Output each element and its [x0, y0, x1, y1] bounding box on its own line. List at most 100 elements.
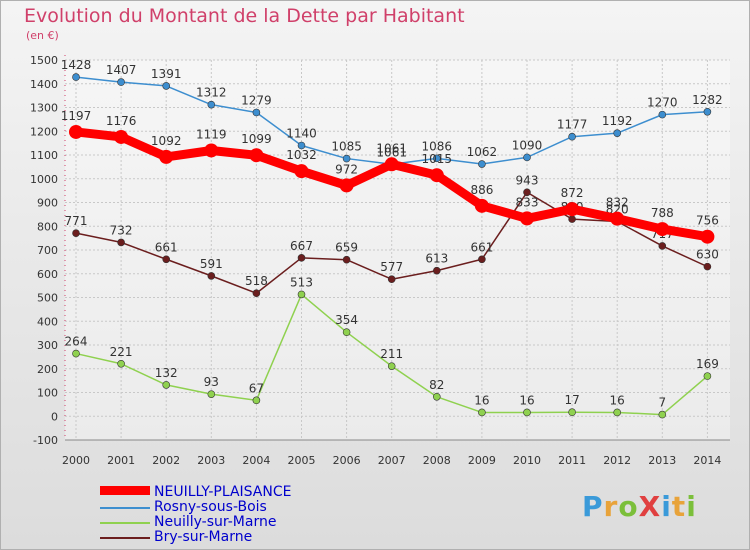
y-tick-label: 1400: [30, 78, 58, 91]
y-tick-label: 100: [37, 387, 58, 400]
data-point-rosny-sous-bois: [658, 110, 667, 119]
data-label-neuilly-sur-marne: 211: [380, 347, 403, 361]
data-label-neuilly-plaisance: 1176: [106, 114, 137, 128]
data-point-neuilly-plaisance: [429, 168, 444, 183]
x-tick-label: 2001: [107, 454, 135, 467]
legend-swatch-rosny-sous-bois: [100, 507, 150, 509]
data-point-rosny-sous-bois: [568, 132, 576, 141]
data-point-neuilly-sur-marne: [252, 396, 261, 405]
data-label-neuilly-sur-marne: 221: [110, 345, 133, 359]
data-point-rosny-sous-bois: [117, 78, 125, 86]
data-point-rosny-sous-bois: [703, 107, 712, 116]
data-label-bry-sur-marne: 732: [110, 223, 133, 237]
data-label-bry-sur-marne: 661: [155, 240, 178, 254]
data-point-bry-sur-marne: [207, 272, 216, 280]
data-label-neuilly-sur-marne: 82: [429, 378, 444, 392]
data-label-bry-sur-marne: 577: [380, 260, 403, 274]
y-tick-label: 1300: [30, 102, 58, 115]
data-label-bry-sur-marne: 659: [335, 241, 358, 255]
data-label-neuilly-sur-marne: 16: [474, 393, 489, 407]
y-tick-label: 800: [37, 220, 58, 233]
legend-swatch-neuilly-sur-marne: [100, 522, 150, 524]
data-label-rosny-sous-bois: 1407: [106, 63, 137, 77]
data-point-neuilly-plaisance: [249, 148, 264, 163]
data-point-bry-sur-marne: [252, 289, 261, 298]
data-point-bry-sur-marne: [523, 188, 531, 197]
data-label-neuilly-plaisance: 1032: [286, 148, 317, 162]
data-point-rosny-sous-bois: [252, 108, 261, 117]
data-point-rosny-sous-bois: [342, 154, 351, 163]
data-point-neuilly-plaisance: [69, 124, 83, 139]
data-label-neuilly-plaisance: 788: [651, 206, 674, 220]
y-tick-label: 400: [37, 315, 58, 328]
data-label-neuilly-plaisance: 872: [561, 186, 584, 200]
data-label-neuilly-sur-marne: 93: [204, 375, 219, 389]
legend-label-neuilly-plaisance: NEUILLY-PLAISANCE: [154, 484, 292, 500]
data-point-bry-sur-marne: [162, 255, 170, 264]
x-tick-label: 2012: [603, 454, 631, 467]
data-point-rosny-sous-bois: [297, 141, 306, 150]
data-label-rosny-sous-bois: 1428: [61, 58, 92, 72]
data-label-neuilly-sur-marne: 16: [519, 393, 534, 407]
legend-label-neuilly-sur-marne: Neuilly-sur-Marne: [154, 514, 277, 530]
data-point-neuilly-plaisance: [204, 143, 219, 158]
y-tick-label: 1200: [30, 125, 58, 138]
data-point-neuilly-sur-marne: [523, 408, 531, 417]
data-label-rosny-sous-bois: 1270: [647, 96, 678, 110]
data-point-neuilly-plaisance: [384, 157, 399, 172]
data-label-neuilly-sur-marne: 354: [335, 313, 358, 327]
data-label-neuilly-plaisance: 832: [606, 196, 629, 210]
data-label-neuilly-plaisance: 1197: [61, 109, 92, 123]
data-label-neuilly-plaisance: 886: [470, 183, 493, 197]
data-point-rosny-sous-bois: [72, 73, 80, 81]
data-label-bry-sur-marne: 943: [516, 173, 539, 187]
data-label-neuilly-sur-marne: 17: [564, 393, 579, 407]
data-label-rosny-sous-bois: 1282: [692, 93, 723, 107]
data-point-neuilly-plaisance: [520, 211, 534, 226]
x-tick-label: 2007: [378, 454, 406, 467]
y-tick-label: 300: [37, 339, 58, 352]
legend-swatch-neuilly-plaisance: [100, 486, 150, 495]
data-label-neuilly-plaisance: 1061: [376, 141, 407, 155]
data-label-rosny-sous-bois: 1312: [196, 86, 227, 100]
data-label-rosny-sous-bois: 1062: [467, 145, 498, 159]
data-point-neuilly-sur-marne: [72, 349, 80, 358]
data-label-neuilly-sur-marne: 16: [610, 393, 625, 407]
legend-label-rosny-sous-bois: Rosny-sous-Bois: [154, 499, 267, 515]
data-point-bry-sur-marne: [432, 266, 441, 275]
data-point-bry-sur-marne: [297, 254, 306, 262]
data-label-neuilly-sur-marne: 169: [696, 357, 719, 371]
data-point-neuilly-sur-marne: [478, 408, 486, 417]
data-point-bry-sur-marne: [658, 242, 667, 250]
data-label-rosny-sous-bois: 1177: [557, 118, 588, 132]
data-label-neuilly-plaisance: 1119: [196, 127, 227, 141]
data-label-neuilly-sur-marne: 513: [290, 275, 313, 289]
data-label-bry-sur-marne: 591: [200, 257, 223, 271]
data-point-neuilly-sur-marne: [703, 372, 712, 380]
x-tick-label: 2013: [648, 454, 676, 467]
x-tick-label: 2008: [423, 454, 451, 467]
data-point-neuilly-plaisance: [474, 198, 489, 213]
y-tick-label: 0: [51, 410, 58, 423]
data-point-neuilly-plaisance: [114, 129, 129, 144]
x-tick-label: 2002: [152, 454, 180, 467]
data-label-neuilly-sur-marne: 7: [658, 396, 666, 410]
data-label-neuilly-plaisance: 833: [516, 195, 539, 209]
data-point-neuilly-plaisance: [159, 149, 174, 164]
data-point-rosny-sous-bois: [162, 82, 170, 90]
x-tick-label: 2006: [333, 454, 361, 467]
data-point-neuilly-plaisance: [294, 164, 309, 179]
data-point-rosny-sous-bois: [613, 129, 622, 137]
chart-title: Evolution du Montant de la Dette par Hab…: [24, 5, 465, 27]
data-point-neuilly-plaisance: [610, 211, 625, 226]
data-label-rosny-sous-bois: 1192: [602, 114, 633, 128]
data-label-bry-sur-marne: 518: [245, 274, 268, 288]
data-point-neuilly-sur-marne: [658, 410, 667, 419]
data-point-neuilly-sur-marne: [342, 328, 351, 336]
data-label-neuilly-sur-marne: 132: [155, 366, 178, 380]
data-point-bry-sur-marne: [117, 238, 125, 247]
x-tick-label: 2005: [288, 454, 316, 467]
data-point-bry-sur-marne: [703, 262, 712, 271]
